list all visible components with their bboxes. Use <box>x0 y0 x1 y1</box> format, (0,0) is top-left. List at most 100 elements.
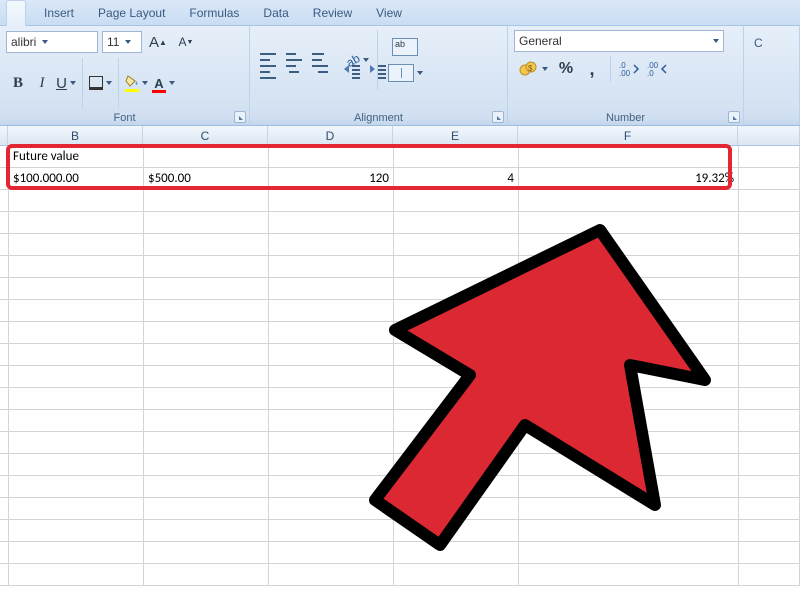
number-format-combo[interactable]: General <box>514 30 724 52</box>
increase-decimal-button[interactable]: .0.00 <box>618 58 642 80</box>
cell[interactable]: $500.00 <box>144 168 269 189</box>
cell[interactable] <box>144 322 269 343</box>
cell[interactable] <box>144 410 269 431</box>
cell[interactable] <box>519 212 739 233</box>
cell[interactable] <box>9 278 144 299</box>
col-header-e[interactable]: E <box>393 126 518 145</box>
cell[interactable] <box>519 476 739 497</box>
wrap-text-button[interactable] <box>385 36 425 58</box>
col-header-c[interactable]: C <box>143 126 268 145</box>
cell[interactable] <box>519 388 739 409</box>
cell[interactable] <box>394 564 519 585</box>
cell[interactable] <box>144 146 269 167</box>
row-stub[interactable] <box>0 256 9 277</box>
cell[interactable] <box>519 520 739 541</box>
cell[interactable] <box>9 190 144 211</box>
align-left-button[interactable] <box>257 61 279 83</box>
cell[interactable] <box>9 366 144 387</box>
cell[interactable] <box>144 256 269 277</box>
cell[interactable] <box>9 256 144 277</box>
cell[interactable] <box>519 432 739 453</box>
tab-page-layout[interactable]: Page Layout <box>86 2 177 24</box>
row-stub[interactable] <box>0 234 9 255</box>
cell[interactable] <box>519 564 739 585</box>
cell[interactable] <box>394 388 519 409</box>
row-stub[interactable] <box>0 322 9 343</box>
cell[interactable] <box>739 278 800 299</box>
row-stub[interactable] <box>0 564 9 585</box>
cell[interactable] <box>269 234 394 255</box>
cell[interactable] <box>739 520 800 541</box>
cell[interactable] <box>739 212 800 233</box>
cell[interactable] <box>394 234 519 255</box>
cell[interactable] <box>519 542 739 563</box>
cell[interactable] <box>144 498 269 519</box>
cell[interactable] <box>9 498 144 519</box>
cell[interactable] <box>519 300 739 321</box>
cell[interactable] <box>269 542 394 563</box>
font-color-button[interactable]: A <box>151 72 176 94</box>
cell[interactable] <box>394 344 519 365</box>
cell[interactable] <box>394 542 519 563</box>
cell[interactable] <box>144 212 269 233</box>
row-stub[interactable] <box>0 498 9 519</box>
col-header-f[interactable]: F <box>518 126 738 145</box>
cell[interactable] <box>739 366 800 387</box>
cell[interactable] <box>519 498 739 519</box>
cell[interactable] <box>269 432 394 453</box>
cell[interactable] <box>394 366 519 387</box>
merge-center-button[interactable] <box>385 62 425 84</box>
cell[interactable] <box>519 278 739 299</box>
cell[interactable] <box>144 432 269 453</box>
cell[interactable] <box>739 300 800 321</box>
cell[interactable] <box>269 520 394 541</box>
cell[interactable] <box>144 542 269 563</box>
cell[interactable] <box>269 454 394 475</box>
cell[interactable] <box>519 146 739 167</box>
cell[interactable] <box>269 190 394 211</box>
cell[interactable] <box>739 322 800 343</box>
increase-indent-button[interactable] <box>367 61 389 83</box>
cell[interactable] <box>394 256 519 277</box>
cell[interactable] <box>739 454 800 475</box>
cell[interactable] <box>9 388 144 409</box>
cell[interactable] <box>519 234 739 255</box>
cell[interactable] <box>739 542 800 563</box>
cell[interactable] <box>144 520 269 541</box>
row-stub[interactable] <box>0 520 9 541</box>
cell[interactable] <box>269 476 394 497</box>
cell[interactable] <box>269 564 394 585</box>
percent-format-button[interactable]: % <box>555 58 577 80</box>
row-stub[interactable] <box>0 300 9 321</box>
row-stub[interactable] <box>0 366 9 387</box>
cell[interactable] <box>739 234 800 255</box>
cell[interactable] <box>394 432 519 453</box>
cell[interactable] <box>269 344 394 365</box>
cell[interactable] <box>519 454 739 475</box>
cell[interactable] <box>269 366 394 387</box>
tab-data[interactable]: Data <box>251 2 300 24</box>
cell[interactable] <box>144 388 269 409</box>
cell[interactable]: 4 <box>394 168 519 189</box>
cell[interactable] <box>739 168 800 189</box>
cell[interactable] <box>9 300 144 321</box>
cell[interactable] <box>9 564 144 585</box>
underline-button[interactable]: U <box>55 72 77 94</box>
cell[interactable] <box>394 146 519 167</box>
cell[interactable] <box>739 432 800 453</box>
cell[interactable] <box>394 300 519 321</box>
tab-review[interactable]: Review <box>301 2 364 24</box>
cell[interactable] <box>269 410 394 431</box>
italic-button[interactable]: I <box>31 72 53 94</box>
cell[interactable]: 120 <box>269 168 394 189</box>
tab-formulas[interactable]: Formulas <box>177 2 251 24</box>
cell[interactable] <box>394 190 519 211</box>
align-right-button[interactable] <box>309 61 331 83</box>
cell[interactable] <box>269 212 394 233</box>
row-stub[interactable] <box>0 278 9 299</box>
cell[interactable] <box>269 388 394 409</box>
cell[interactable] <box>9 344 144 365</box>
cell[interactable] <box>144 476 269 497</box>
cell[interactable] <box>739 146 800 167</box>
borders-button[interactable] <box>88 72 113 94</box>
